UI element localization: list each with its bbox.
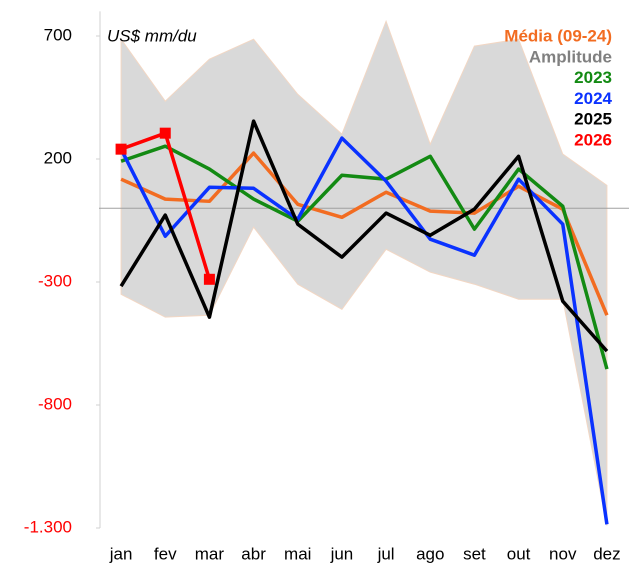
marker bbox=[203, 273, 215, 285]
x-tick-label: jan bbox=[109, 544, 133, 563]
legend-entry: 2023 bbox=[574, 68, 612, 87]
x-tick-label: abr bbox=[241, 544, 266, 563]
x-tick-label: fev bbox=[154, 544, 177, 563]
x-tick-label: jun bbox=[330, 544, 354, 563]
x-tick-label: nov bbox=[549, 544, 577, 563]
y-tick-label: -300 bbox=[38, 271, 72, 290]
series-line bbox=[119, 136, 609, 525]
legend-entry: Média (09-24) bbox=[504, 26, 612, 45]
range-band bbox=[120, 19, 608, 526]
legend-entry: 2025 bbox=[574, 110, 612, 129]
y-tick-label: 700 bbox=[44, 25, 72, 44]
x-tick-label: set bbox=[463, 544, 486, 563]
x-tick-label: mai bbox=[284, 544, 311, 563]
legend-entry: Amplitude bbox=[529, 47, 612, 66]
x-tick-label: mar bbox=[195, 544, 225, 563]
y-tick-label: -800 bbox=[38, 394, 72, 413]
x-tick-label: jul bbox=[377, 544, 395, 563]
y-tick-label: 200 bbox=[44, 148, 72, 167]
marker bbox=[115, 143, 127, 155]
series-line bbox=[119, 119, 609, 353]
x-tick-label: dez bbox=[593, 544, 620, 563]
marker bbox=[159, 127, 171, 139]
legend-entry: 2026 bbox=[574, 130, 612, 149]
y-tick-label: -1.300 bbox=[24, 517, 72, 536]
legend-entry: 2024 bbox=[574, 89, 612, 108]
x-tick-label: ago bbox=[416, 544, 444, 563]
annotation: US$ mm/du bbox=[107, 26, 197, 45]
series-line bbox=[120, 151, 609, 316]
x-tick-label: out bbox=[507, 544, 531, 563]
